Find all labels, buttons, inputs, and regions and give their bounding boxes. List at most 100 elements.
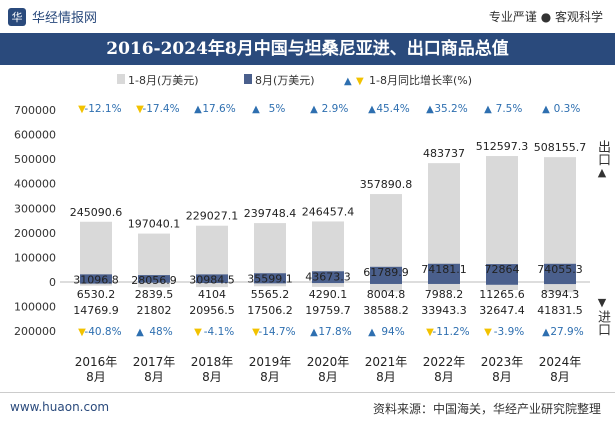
export-growth-label: 0.3% — [554, 103, 581, 115]
import-cumulative-label: 33943.3 — [421, 304, 467, 317]
import-cumulative-label: 21802 — [137, 304, 172, 317]
import-growth-label: -14.7% — [258, 326, 295, 338]
export-cumulative-bar — [80, 221, 112, 282]
import-label: 进口 — [595, 310, 610, 336]
import-growth-label: 48% — [149, 326, 172, 338]
growth-up-icon: ▲ — [542, 104, 550, 115]
legend-label: 1-8月同比增长率(%) — [369, 73, 472, 87]
import-monthly-bar — [196, 282, 228, 284]
y-tick-label: 300000 — [14, 202, 56, 215]
import-side-label: ▼ 进口 — [595, 296, 610, 336]
legend-down-icon: ▼ — [356, 76, 364, 87]
growth-down-icon: ▼ — [78, 327, 86, 338]
growth-down-icon: ▼ — [194, 327, 202, 338]
export-monthly-label: 61789.9 — [363, 266, 409, 279]
export-cumulative-label: 197040.1 — [128, 218, 181, 231]
export-growth-label: 35.2% — [434, 103, 467, 115]
growth-down-icon: ▼ — [78, 104, 86, 115]
import-growth-label: -11.2% — [432, 326, 469, 338]
growth-down-icon: ▼ — [426, 327, 434, 338]
legend-swatch-cumulative — [117, 74, 125, 84]
import-monthly-bar — [80, 282, 112, 284]
import-monthly-label: 11265.6 — [479, 288, 525, 301]
export-cumulative-label: 246457.4 — [302, 205, 355, 218]
import-growth-label: 94% — [381, 326, 404, 338]
export-monthly-label: 30984.5 — [189, 273, 235, 286]
export-growth-label: -17.4% — [142, 103, 179, 115]
import-cumulative-bar — [254, 282, 286, 287]
import-monthly-label: 8394.3 — [541, 288, 580, 301]
export-cumulative-bar — [138, 233, 170, 282]
tagline: 专业严谨 ● 客观科学 — [488, 10, 603, 24]
import-cumulative-bar — [544, 282, 576, 293]
export-side-label: 出口 ▲ — [595, 140, 610, 180]
export-monthly-bar — [486, 264, 518, 282]
import-monthly-label: 7988.2 — [425, 288, 464, 301]
export-monthly-label: 74181.1 — [421, 263, 467, 276]
legend-label: 1-8月(万美元) — [128, 74, 199, 87]
growth-up-icon: ▲ — [194, 104, 202, 115]
import-monthly-label: 2839.5 — [135, 288, 174, 301]
import-monthly-label: 6530.2 — [77, 288, 116, 301]
export-cumulative-bar — [196, 225, 228, 282]
export-monthly-bar — [80, 274, 112, 282]
import-monthly-bar — [370, 282, 402, 284]
footer-divider — [0, 392, 615, 393]
import-cumulative-bar — [370, 282, 402, 292]
growth-up-icon: ▲ — [136, 327, 144, 338]
x-tick-label: 2023年 8月 — [481, 355, 524, 384]
down-triangle-icon: ▼ — [597, 296, 607, 309]
import-cumulative-bar — [428, 282, 460, 291]
growth-up-icon: ▲ — [252, 104, 260, 115]
import-cumulative-bar — [312, 282, 344, 287]
import-growth-label: -40.8% — [84, 326, 121, 338]
export-monthly-bar — [544, 263, 576, 282]
export-monthly-bar — [370, 266, 402, 282]
export-monthly-label: 28056.9 — [131, 274, 177, 287]
brand-logo-icon: 华 — [8, 7, 26, 26]
import-growth-label: 27.9% — [550, 326, 583, 338]
import-monthly-bar — [544, 282, 576, 285]
growth-up-icon: ▲ — [310, 104, 318, 115]
y-tick-label: 100000 — [14, 301, 56, 314]
growth-down-icon: ▼ — [252, 327, 260, 338]
import-cumulative-label: 19759.7 — [305, 304, 351, 317]
legend-up-icon: ▲ — [344, 76, 352, 87]
export-monthly-label: 74055.3 — [537, 263, 583, 276]
import-monthly-bar — [428, 282, 460, 284]
import-monthly-bar — [486, 282, 518, 285]
import-monthly-label: 4104 — [198, 288, 226, 301]
up-triangle-icon: ▲ — [597, 166, 607, 179]
growth-up-icon: ▲ — [542, 327, 550, 338]
y-tick-label: 500000 — [14, 153, 56, 166]
import-monthly-bar — [138, 282, 170, 283]
export-cumulative-label: 245090.6 — [70, 206, 123, 219]
import-monthly-label: 4290.1 — [309, 288, 348, 301]
brand-name: 华经情报网 — [32, 11, 98, 26]
x-tick-label: 2016年 8月 — [75, 355, 118, 384]
y-tick-label: 400000 — [14, 178, 56, 191]
x-tick-label: 2017年 8月 — [133, 355, 176, 384]
export-label: 出口 — [595, 140, 610, 166]
legend-label: 8月(万美元) — [255, 74, 315, 87]
import-cumulative-bar — [80, 282, 112, 286]
import-cumulative-bar — [138, 282, 170, 288]
x-tick-label: 2018年 8月 — [191, 355, 234, 384]
y-tick-label: 200000 — [14, 227, 56, 240]
export-cumulative-bar — [428, 163, 460, 282]
import-cumulative-bar — [196, 282, 228, 288]
import-growth-label: -3.9% — [494, 326, 524, 338]
export-cumulative-label: 357890.8 — [360, 178, 413, 191]
y-tick-label: 600000 — [14, 129, 56, 142]
site-url: www.huaon.com — [10, 400, 110, 414]
x-tick-label: 2019年 8月 — [249, 355, 292, 384]
export-monthly-label: 35599.1 — [247, 272, 293, 285]
y-tick-label: 200000 — [14, 325, 56, 338]
import-cumulative-label: 17506.2 — [247, 304, 293, 317]
growth-up-icon: ▲ — [368, 327, 376, 338]
export-cumulative-label: 508155.7 — [534, 141, 587, 154]
import-cumulative-bar — [486, 282, 518, 291]
export-growth-label: 7.5% — [496, 103, 523, 115]
chart-title: 2016-2024年8月中国与坦桑尼亚进、出口商品总值 — [0, 33, 615, 65]
